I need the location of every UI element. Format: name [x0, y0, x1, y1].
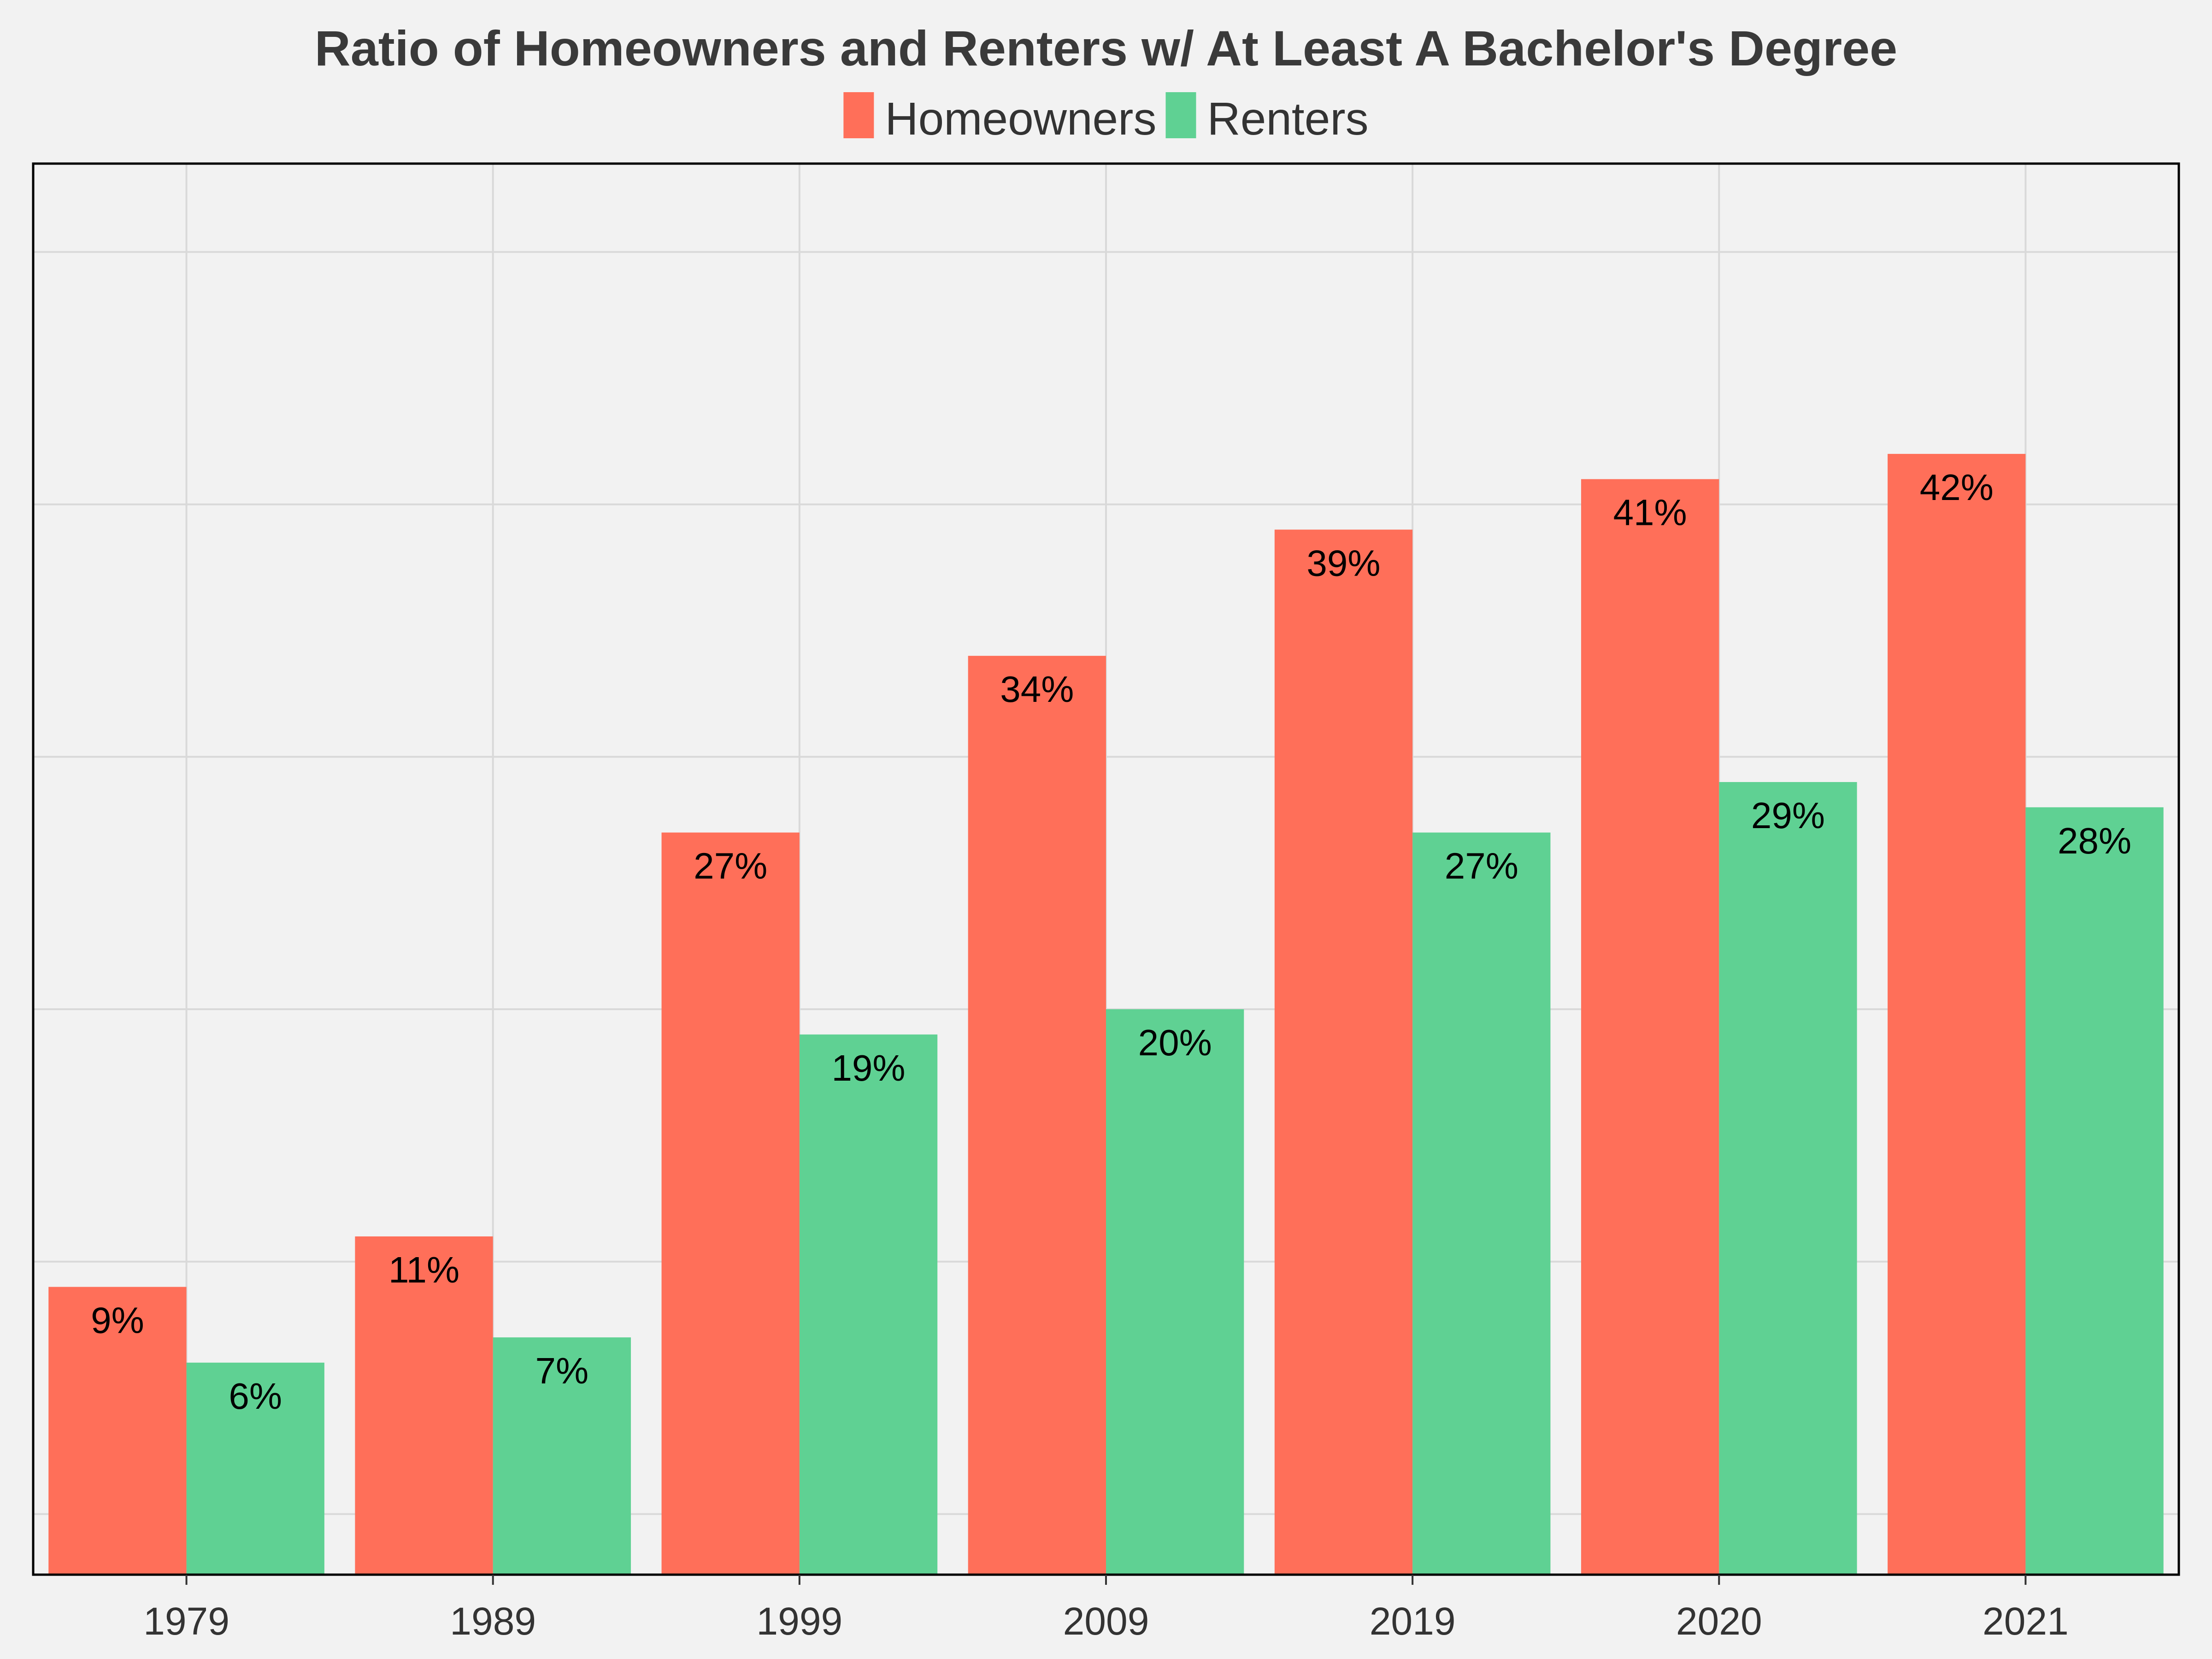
- bar-label-homeowners-2009: 34%: [1000, 669, 1074, 710]
- x-tick-label-2021: 2021: [1983, 1600, 2069, 1643]
- bar-homeowners-2019: [1274, 529, 1413, 1575]
- bar-homeowners-2009: [968, 656, 1106, 1575]
- legend: Homeowners Renters: [843, 92, 1369, 145]
- x-tick-label-2019: 2019: [1370, 1600, 1456, 1643]
- bar-label-renters-2009: 20%: [1138, 1022, 1212, 1063]
- legend-label-homeowners: Homeowners: [885, 93, 1156, 145]
- bar-label-homeowners-2020: 41%: [1613, 492, 1687, 533]
- bar-renters-2021: [2025, 807, 2164, 1575]
- legend-item-renters: Renters: [1165, 92, 1369, 145]
- bar-renters-2009: [1106, 1009, 1244, 1575]
- bar-renters-1989: [493, 1337, 631, 1575]
- bar-label-homeowners-1979: 9%: [91, 1300, 144, 1341]
- bars: [48, 453, 2164, 1575]
- bar-labels: 9% 6% 11% 7% 27% 19% 34% 20% 39% 27% 41% 29% 42% 28%: [91, 467, 2131, 1417]
- x-axis-ticks: 1979 1989 1999 2009 2019 2020 2021: [143, 1575, 2069, 1643]
- bar-label-renters-2019: 27%: [1445, 846, 1518, 887]
- bar-homeowners-1989: [355, 1236, 493, 1575]
- x-tick-label-1979: 1979: [143, 1600, 229, 1643]
- x-tick-label-1989: 1989: [450, 1600, 536, 1643]
- legend-label-renters: Renters: [1207, 93, 1368, 145]
- bar-homeowners-1979: [48, 1287, 187, 1575]
- bar-label-homeowners-1999: 27%: [694, 846, 767, 887]
- x-tick-label-2020: 2020: [1676, 1600, 1762, 1643]
- legend-swatch-homeowners: [843, 92, 874, 138]
- bar-label-renters-2020: 29%: [1751, 795, 1825, 836]
- bar-renters-1999: [799, 1034, 938, 1575]
- bar-label-homeowners-2019: 39%: [1306, 542, 1380, 583]
- bar-renters-2019: [1412, 832, 1551, 1575]
- bar-homeowners-1999: [661, 832, 800, 1575]
- bar-label-renters-1999: 19%: [831, 1047, 905, 1088]
- bar-renters-1979: [186, 1362, 324, 1575]
- x-tick-label-2009: 2009: [1063, 1600, 1149, 1643]
- chart-title: Ratio of Homeowners and Renters w/ At Le…: [315, 20, 1897, 76]
- bar-label-renters-2021: 28%: [2058, 820, 2131, 861]
- x-tick-label-1999: 1999: [756, 1600, 842, 1643]
- bar-homeowners-2020: [1581, 479, 1719, 1575]
- legend-item-homeowners: Homeowners: [843, 92, 1156, 145]
- bar-label-renters-1989: 7%: [535, 1350, 589, 1391]
- bar-label-renters-1979: 6%: [229, 1376, 282, 1417]
- bar-label-homeowners-2021: 42%: [1920, 467, 1994, 508]
- legend-swatch-renters: [1165, 92, 1196, 138]
- bar-renters-2020: [1719, 782, 1857, 1575]
- bar-homeowners-2021: [1888, 453, 2026, 1575]
- bar-label-homeowners-1989: 11%: [388, 1249, 459, 1290]
